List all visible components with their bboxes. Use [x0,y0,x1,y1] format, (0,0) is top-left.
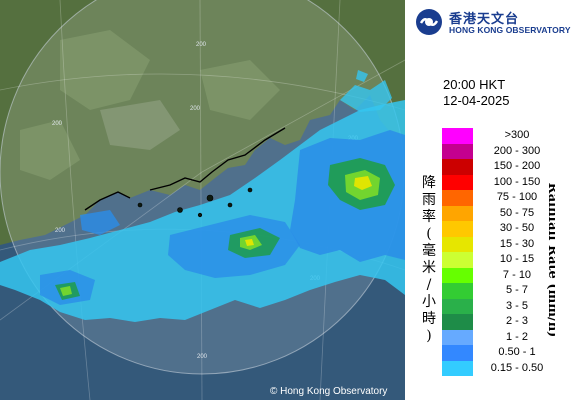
legend-label: 5 - 7 [505,284,528,296]
legend-swatch [442,345,473,361]
legend-label: 200 - 300 [493,144,541,157]
legend-label: 1 - 2 [505,330,528,343]
grid-label: 200 [190,106,201,112]
legend-label: 10 - 15 [499,253,535,265]
rain-echoes [0,70,405,322]
rain-echo-very-intense [245,176,372,246]
legend-item: 200 - 300 [442,143,567,159]
legend-label: 15 - 30 [499,237,535,250]
legend-label: 0.50 - 1 [498,346,536,358]
legend-swatch [442,128,473,144]
range-label: 200 [197,354,208,360]
copyright-text: © Hong Kong Observatory [270,386,387,397]
legend-swatch [442,314,473,330]
legend-title-en: Rainfall Rate (mm/h) [545,183,555,338]
radar-map-canvas: 200 200 200 200 200 200 200 © Hong [0,0,405,400]
legend-item: 10 - 15 [442,252,567,268]
legend-item: 0.15 - 0.50 [442,360,567,376]
legend-item: 75 - 100 [442,190,567,206]
legend-label: 7 - 10 [502,268,532,281]
legend-swatch [442,174,473,190]
legend-swatch [442,283,473,299]
legend-item: 100 - 150 [442,174,567,190]
legend-swatch [442,190,473,206]
legend-swatch [442,159,473,175]
legend-swatch [442,252,473,268]
org-name-zh: 香港天文台 [449,12,520,27]
urban-area [100,100,180,150]
time-label: 20:00 HKT [443,77,506,92]
range-label: 200 [196,42,207,48]
legend-item: 2 - 3 [442,314,567,330]
legend-swatch [442,360,473,376]
rain-echo-light [340,70,392,112]
legend-swatch [442,298,473,314]
legend-swatch [442,205,473,221]
rain-echo-moderate [40,210,120,305]
legend-label: 150 - 200 [493,160,541,172]
legend-item: >300 [442,128,567,144]
legend-swatch [442,236,473,252]
hko-logo-icon [416,9,442,35]
legend-swatch [442,221,473,237]
legend-item: 50 - 75 [442,205,567,221]
svg-text:Rainfall Rate (mm/h): Rainfall Rate (mm/h) [545,183,555,338]
legend-label: 75 - 100 [496,191,538,203]
legend-label: 2 - 3 [505,315,528,327]
range-label: 200 [55,228,66,234]
legend-label: 50 - 75 [499,206,535,219]
legend-item: 15 - 30 [442,236,567,252]
legend-item: 30 - 50 [442,221,567,237]
rain-echo-heavy [55,228,280,300]
legend-item: 7 - 10 [442,267,567,283]
legend-swatch [442,143,473,159]
legend-item: 5 - 7 [442,283,567,299]
legend-swatch [442,267,473,283]
legend-panel: 香港天文台 HONG KONG OBSERVATORY 20:00 HKT 12… [405,0,577,400]
legend-label: 3 - 5 [505,299,528,312]
org-name-en: HONG KONG OBSERVATORY [449,25,571,35]
legend-label: 100 - 150 [493,175,541,188]
legend-label: 30 - 50 [499,222,535,234]
legend-label: 0.15 - 0.50 [490,361,544,374]
radar-map: 200 200 200 200 200 200 200 © Hong [0,0,405,400]
land-relief [20,30,280,180]
legend-item: 1 - 2 [442,329,567,345]
coastline [84,127,286,218]
legend-item: 3 - 5 [442,298,567,314]
date-label: 12-04-2025 [443,93,510,108]
legend-title-zh: 降 雨 率 ( 毫 米 / 小 時 ) [422,175,436,344]
legend-item: 150 - 200 [442,159,567,175]
rain-echo-intense [60,170,380,296]
legend-item: 0.50 - 1 [442,345,567,361]
legend-label: >300 [504,129,530,141]
legend-swatch [442,329,473,345]
grid-label: 200 [52,121,63,127]
